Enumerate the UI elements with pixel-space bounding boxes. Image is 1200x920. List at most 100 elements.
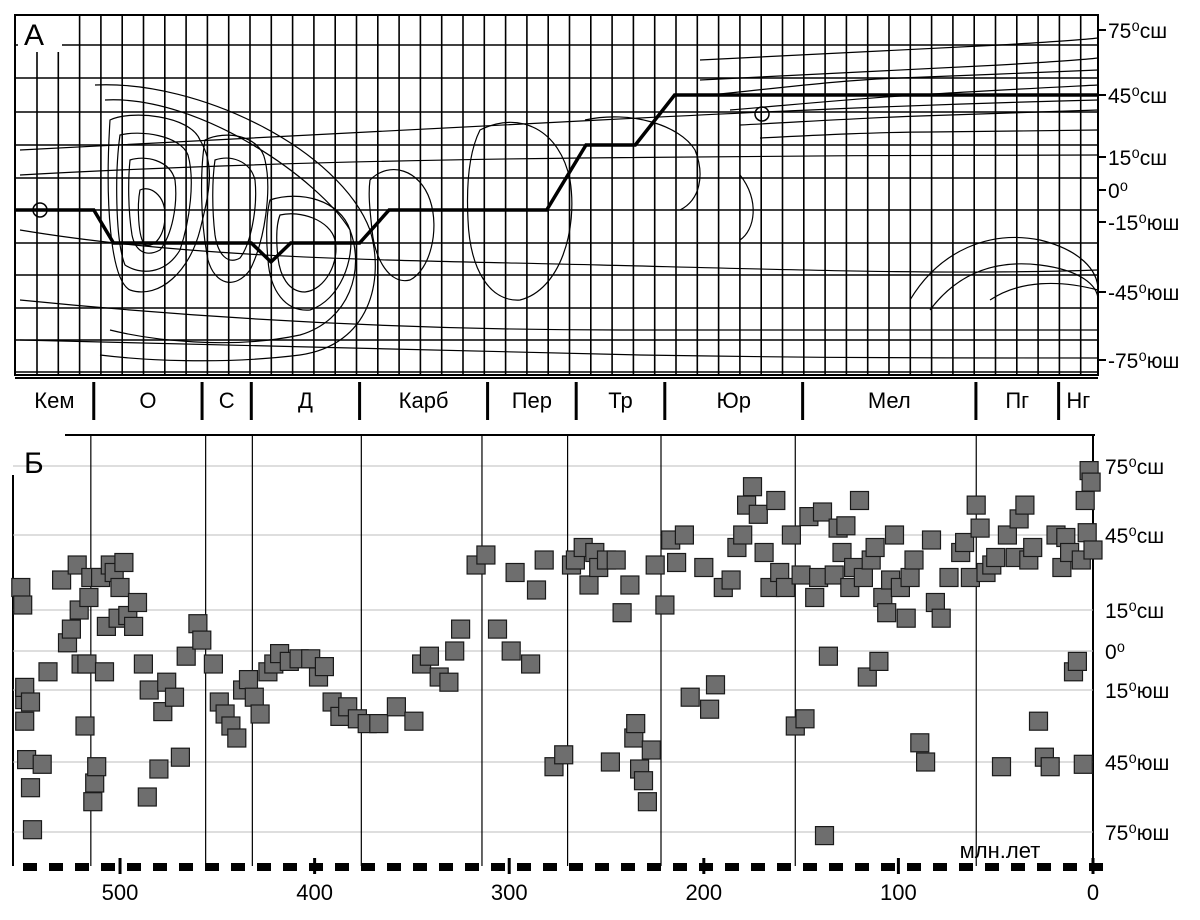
panel-b-data-point	[487, 619, 508, 639]
panel-b-y-tick-label: 45⁰юш	[1105, 752, 1169, 775]
panel-a-contour	[699, 37, 1099, 61]
panel-a-path-series	[15, 93, 1098, 265]
panel-a-y-tick-label: -45⁰юш	[1108, 282, 1179, 305]
panel-b-y-tick-label: 75⁰юш	[1105, 822, 1169, 845]
panel-b-data-point	[641, 740, 661, 760]
panel-b-data-point	[188, 614, 208, 634]
panel-a-contour	[759, 129, 1099, 139]
panel-b-data-point	[419, 646, 439, 666]
panel-a-label-bg	[18, 16, 62, 52]
panel-b-axis-dash	[1063, 863, 1077, 871]
panel-b-axis-dash	[673, 863, 687, 871]
panel-b-data-point	[137, 787, 157, 807]
panel-a-contour	[19, 154, 1099, 176]
panel-b-data-point	[824, 565, 844, 585]
panel-a-contour	[200, 134, 269, 283]
panel-b-data-point	[127, 592, 148, 613]
panel-b-axis-dash	[1089, 863, 1103, 871]
panel-b-axis-dash	[751, 863, 765, 871]
panel-b-data-point	[153, 701, 173, 722]
panel-b-data-point	[79, 587, 99, 608]
panel-a-period-label: Карб	[399, 388, 449, 413]
panel-b-axis-dash	[621, 863, 635, 871]
panel-b-data-point	[13, 595, 33, 615]
panel-a-label: А	[24, 19, 44, 52]
panel-b-data-point	[11, 577, 31, 598]
panel-b-axis-dash	[803, 863, 817, 871]
panel-b-data-point	[1067, 651, 1088, 672]
panel-a-contour	[466, 121, 573, 301]
panel-b-axis-dash	[491, 863, 505, 871]
panel-b-data-point	[20, 692, 41, 712]
panel-b-label: Б	[24, 447, 44, 480]
panel-a-contour	[116, 132, 192, 272]
panel-b-axis-dash	[595, 863, 609, 871]
panel-b-y-tick-label: 15⁰юш	[1105, 680, 1169, 703]
panel-a-contour	[276, 213, 337, 293]
panel-b-axis-dash	[1011, 863, 1025, 871]
panel-b-axis-dash	[335, 863, 349, 871]
panel-a-contour	[584, 116, 701, 211]
panel-a-contour	[107, 114, 210, 293]
panel-b-x-tick-label: 100	[880, 880, 917, 905]
panel-a-period-label: Нг	[1066, 388, 1090, 413]
panel-b-data-point	[853, 567, 874, 588]
panel-b-data-point	[94, 662, 115, 682]
panel-b-data-point	[818, 646, 839, 666]
panel-b-axis-dash	[907, 863, 921, 871]
panel-b-data-point	[1073, 754, 1093, 774]
panel-b-data-point	[865, 537, 885, 558]
panel-b-data-point	[227, 728, 247, 748]
panel-b-data-point	[795, 709, 815, 729]
panel-a-period-label: Д	[298, 388, 313, 413]
panel-a-contour	[989, 282, 1099, 301]
panel-b-data-point	[606, 550, 626, 570]
panel-b-axis-dash	[881, 863, 895, 871]
panel-b-data-point	[884, 525, 905, 545]
panel-b-data-point	[87, 757, 107, 777]
panel-b-data-point	[61, 619, 82, 639]
panel-b-data-point	[83, 792, 103, 812]
panel-b-data-point	[733, 525, 753, 545]
panel-b-axis-dash	[101, 863, 115, 871]
panel-a-y-tick-label: 45⁰сш	[1108, 85, 1167, 108]
panel-b-x-tick-label: 300	[491, 880, 528, 905]
panel-b-data-point	[534, 550, 554, 570]
panel-b-axis-dash	[75, 863, 89, 871]
panel-b-data-point	[655, 595, 675, 615]
panel-b-x-tick-label: 400	[296, 880, 333, 905]
panel-a-period-label: С	[219, 388, 235, 413]
panel-b-data-point	[164, 687, 185, 707]
panel-b-data-point	[666, 552, 687, 573]
panel-b-axis-dash	[985, 863, 999, 871]
panel-b-data-point	[986, 547, 1006, 568]
panel-a-contour	[929, 263, 1099, 311]
panel-b-data-point	[910, 733, 930, 753]
panel-b-axis-dash	[361, 863, 375, 871]
panel-b-axis-dash	[179, 863, 193, 871]
panel-b-axis-dash	[933, 863, 947, 871]
panel-b-data-point	[748, 504, 768, 524]
panel-b-data-point	[694, 557, 714, 578]
panel-b-data-point	[633, 771, 654, 791]
panel-b-data-point	[404, 711, 424, 731]
panel-b-data-point	[520, 654, 541, 674]
panel-b-data-point	[192, 630, 212, 650]
panel-b-axis-dash	[387, 863, 401, 871]
panel-b-axis-dash	[231, 863, 245, 871]
panel-b-data-point	[766, 490, 786, 511]
panel-a-period-label: Пг	[1005, 388, 1029, 413]
panel-a-contour	[739, 174, 754, 241]
panel-b-data-point	[742, 477, 763, 497]
panel-b-data-point	[805, 587, 825, 608]
panel-b-data-point	[997, 525, 1018, 545]
panel-b-axis-dash	[517, 863, 531, 871]
panel-b-data-point	[991, 757, 1012, 777]
panel-b-y-tick-label: 0⁰	[1105, 641, 1125, 664]
panel-b-data-point	[526, 580, 547, 600]
panel-b-data-point	[451, 619, 471, 639]
panel-b-x-tick-label: 0	[1087, 880, 1099, 905]
panel-b-data-point	[476, 545, 496, 565]
panel-b-axis-dash	[49, 863, 63, 871]
